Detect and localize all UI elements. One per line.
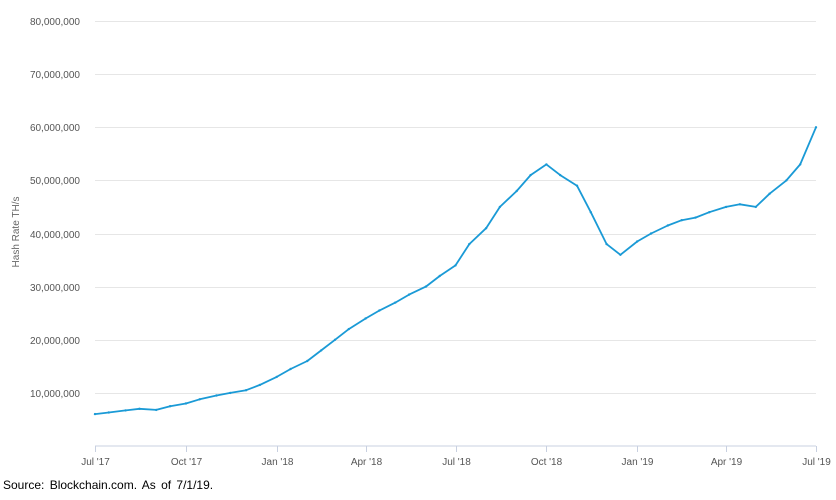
data-point xyxy=(198,398,201,401)
data-point xyxy=(229,391,232,395)
data-point xyxy=(799,163,802,166)
x-tick-label: Jul '19 xyxy=(802,457,831,468)
data-point xyxy=(107,411,111,414)
data-point xyxy=(484,227,488,230)
data-point xyxy=(666,224,669,227)
data-point xyxy=(275,375,278,379)
data-point xyxy=(93,412,97,416)
x-axis: Jul '17 Oct '17 Jan '18 Apr '18 Jul '18 Oct '… xyxy=(81,445,831,468)
y-axis: 10,000,000 20,000,000 30,000,000 40,000,000… xyxy=(30,17,80,400)
x-tick-label: Oct '18 xyxy=(531,457,563,468)
data-point xyxy=(244,389,248,392)
data-point xyxy=(785,179,788,182)
data-point xyxy=(364,317,367,320)
y-tick-label: 10,000,000 xyxy=(30,389,80,400)
series-layer xyxy=(93,126,818,416)
x-tick-label: Jan '19 xyxy=(622,457,654,468)
data-point xyxy=(215,394,218,397)
data-point xyxy=(168,405,172,408)
y-tick-label: 60,000,000 xyxy=(30,123,80,134)
data-point xyxy=(589,211,592,214)
data-point xyxy=(258,383,262,387)
data-point xyxy=(306,359,309,363)
data-point xyxy=(814,126,818,129)
y-tick-label: 80,000,000 xyxy=(30,17,80,28)
data-point xyxy=(619,253,622,256)
x-tick-label: Jul '17 xyxy=(81,457,110,468)
x-tick-label: Apr '19 xyxy=(711,457,743,468)
data-point xyxy=(529,173,532,177)
data-point xyxy=(333,338,337,341)
data-point xyxy=(575,184,579,187)
data-point xyxy=(636,240,639,243)
y-tick-label: 70,000,000 xyxy=(30,70,80,81)
x-tick-label: Oct '17 xyxy=(171,457,203,468)
data-point xyxy=(649,232,653,235)
data-point xyxy=(545,163,548,166)
data-point xyxy=(424,285,428,288)
data-point xyxy=(407,293,411,296)
data-point xyxy=(289,367,292,371)
data-point xyxy=(694,216,697,219)
hash-rate-chart: 10,000,000 20,000,000 30,000,000 40,000,000… xyxy=(11,17,831,468)
data-point xyxy=(559,173,562,177)
data-point xyxy=(155,408,158,412)
data-point xyxy=(124,409,127,412)
data-point xyxy=(438,274,441,278)
data-point xyxy=(724,205,728,209)
data-point xyxy=(347,327,350,331)
gridlines xyxy=(95,21,816,394)
data-point xyxy=(680,219,683,222)
source-note: Source: Blockchain.com. As of 7/1/19. xyxy=(3,478,214,492)
data-point xyxy=(515,189,518,193)
data-point xyxy=(184,402,188,405)
x-tick-label: Apr '18 xyxy=(351,457,383,468)
data-point xyxy=(708,211,711,214)
data-point xyxy=(754,205,757,209)
data-point xyxy=(394,301,397,304)
data-point xyxy=(738,203,742,206)
data-point xyxy=(138,407,141,410)
y-tick-label: 20,000,000 xyxy=(30,336,80,347)
data-point xyxy=(454,264,457,267)
data-point xyxy=(378,309,381,312)
x-tick-label: Jan '18 xyxy=(262,457,294,468)
data-point xyxy=(605,242,608,246)
y-axis-title: Hash Rate TH/s xyxy=(11,197,22,268)
x-tick-label: Jul '18 xyxy=(442,457,471,468)
data-point xyxy=(468,242,471,246)
data-point xyxy=(768,192,771,195)
y-tick-label: 40,000,000 xyxy=(30,230,80,241)
y-tick-label: 50,000,000 xyxy=(30,176,80,187)
data-point xyxy=(498,205,502,209)
y-tick-label: 30,000,000 xyxy=(30,283,80,294)
series-line xyxy=(94,126,817,415)
data-point xyxy=(320,349,323,352)
